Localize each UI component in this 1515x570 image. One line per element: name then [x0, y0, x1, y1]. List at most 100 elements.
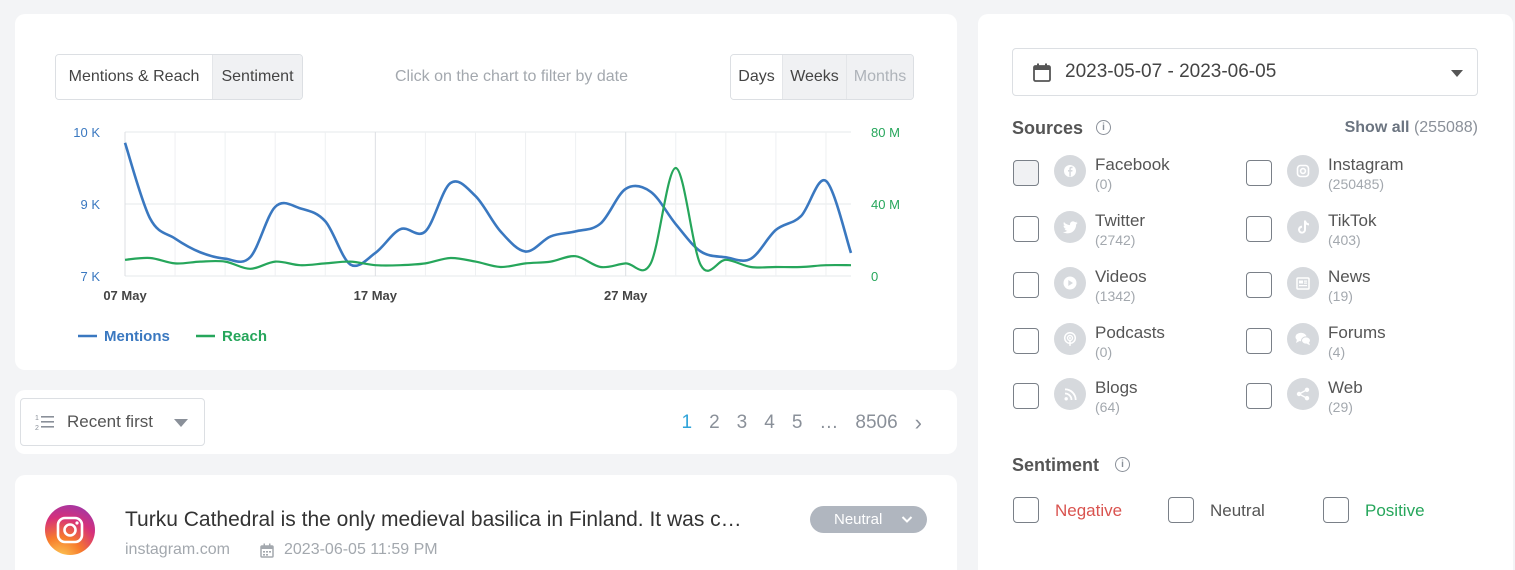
tab-months[interactable]: Months [846, 55, 913, 99]
sentiment-positive-label: Positive [1365, 501, 1425, 520]
legend-label-reach: Reach [222, 328, 267, 345]
mention-card: Turku Cathedral is the only medieval bas… [15, 475, 957, 570]
forums-checkbox[interactable] [1246, 328, 1272, 354]
y-left-tick-label: 9 K [80, 197, 100, 212]
source-web[interactable]: Web (29) [1246, 378, 1476, 424]
sentiment-neutral-label: Neutral [1210, 501, 1265, 520]
twitter-icon [1054, 211, 1086, 243]
source-name: Web [1328, 378, 1363, 397]
show-all-count: (255088) [1413, 119, 1478, 136]
sentiment-title: Sentiment [1012, 455, 1100, 475]
news-checkbox[interactable] [1246, 272, 1272, 298]
calendar-icon [1033, 63, 1051, 82]
web-checkbox[interactable] [1246, 383, 1272, 409]
videos-checkbox[interactable] [1013, 272, 1039, 298]
info-icon[interactable]: i [1115, 457, 1130, 472]
calendar-icon [260, 543, 274, 558]
share-icon [1287, 378, 1319, 410]
source-count: (4) [1328, 344, 1346, 360]
x-tick-label: 17 May [354, 288, 398, 303]
source-count: (0) [1095, 344, 1113, 360]
svg-text:1: 1 [35, 415, 39, 422]
x-tick-label: 07 May [103, 288, 147, 303]
tab-weeks[interactable]: Weeks [782, 55, 846, 99]
series-line-reach [124, 166, 852, 272]
source-tiktok[interactable]: TikTok (403) [1246, 211, 1476, 257]
facebook-icon [1054, 155, 1086, 187]
period-tabs: Days Weeks Months [730, 54, 914, 100]
filters-panel: 2023-05-07 - 2023-06-05 Sources i Show a… [978, 14, 1513, 570]
source-blogs[interactable]: Blogs (64) [1013, 378, 1243, 424]
podcasts-checkbox[interactable] [1013, 328, 1039, 354]
source-forums[interactable]: Forums (4) [1246, 323, 1476, 369]
y-left-tick-label: 7 K [80, 269, 100, 284]
source-count: (250485) [1328, 176, 1385, 192]
facebook-checkbox[interactable] [1013, 160, 1039, 186]
source-twitter[interactable]: Twitter (2742) [1013, 211, 1243, 257]
pagination: 1 2 3 4 5 … 8506 › [665, 410, 923, 436]
series-line-mentions [123, 142, 853, 268]
instagram-icon [1287, 155, 1319, 187]
next-page-icon[interactable]: › [914, 410, 922, 435]
tab-mentions-reach[interactable]: Mentions & Reach [56, 55, 212, 99]
source-count: (19) [1328, 288, 1353, 304]
source-name: Podcasts [1095, 323, 1165, 342]
sort-pagination-bar: 1 2 Recent first 1 2 3 4 5 … 8506 › [15, 390, 957, 454]
newspaper-icon [1287, 267, 1319, 299]
info-icon[interactable]: i [1096, 120, 1111, 135]
source-videos[interactable]: Videos (1342) [1013, 267, 1243, 313]
page-4[interactable]: 4 [764, 412, 775, 433]
twitter-checkbox[interactable] [1013, 216, 1039, 242]
source-name: Forums [1328, 323, 1386, 342]
source-name: Instagram [1328, 155, 1404, 174]
positive-checkbox[interactable] [1323, 497, 1349, 523]
mentions-reach-chart[interactable]: 10 K 9 K 7 K 80 M 40 M 0 07 May 17 May 27 May Men… [15, 14, 957, 370]
source-instagram[interactable]: Instagram (250485) [1246, 155, 1476, 201]
sentiment-dropdown[interactable]: Neutral [810, 506, 927, 533]
source-count: (403) [1328, 232, 1361, 248]
source-podcasts[interactable]: Podcasts (0) [1013, 323, 1243, 369]
instagram-logo-icon [45, 505, 95, 555]
date-range-value: 2023-05-07 - 2023-06-05 [1065, 61, 1277, 82]
tiktok-icon [1287, 211, 1319, 243]
sources-title: Sources [1012, 118, 1084, 138]
tab-sentiment[interactable]: Sentiment [212, 55, 302, 99]
negative-checkbox[interactable] [1013, 497, 1039, 523]
page-5[interactable]: 5 [791, 412, 803, 433]
mention-source[interactable]: instagram.com [125, 541, 230, 558]
source-count: (64) [1095, 399, 1120, 415]
sort-select[interactable]: 1 2 Recent first [20, 398, 205, 446]
source-name: TikTok [1328, 211, 1377, 230]
blogs-checkbox[interactable] [1013, 383, 1039, 409]
y-right-tick-label: 0 [871, 269, 878, 284]
show-all-link[interactable]: Show all (255088) [1345, 119, 1478, 137]
sort-list-icon: 1 2 [35, 415, 54, 431]
y-left-tick-label: 10 K [73, 125, 100, 140]
sort-label: Recent first [67, 412, 153, 431]
date-range-picker[interactable]: 2023-05-07 - 2023-06-05 [1012, 48, 1478, 96]
svg-text:2: 2 [35, 425, 39, 431]
neutral-checkbox[interactable] [1168, 497, 1194, 523]
chart-type-tabs: Mentions & Reach Sentiment [55, 54, 303, 100]
sentiment-negative-label: Negative [1055, 501, 1123, 520]
source-name: Blogs [1095, 378, 1138, 397]
page-last[interactable]: 8506 [855, 412, 898, 433]
tab-days[interactable]: Days [731, 55, 782, 99]
page-2[interactable]: 2 [709, 412, 720, 433]
source-count: (2742) [1095, 232, 1136, 248]
tiktok-checkbox[interactable] [1246, 216, 1272, 242]
source-count: (0) [1095, 176, 1113, 192]
y-right-tick-label: 80 M [871, 125, 900, 140]
chevron-down-icon [901, 516, 913, 523]
mention-title[interactable]: Turku Cathedral is the only medieval bas… [125, 508, 742, 531]
source-news[interactable]: News (19) [1246, 267, 1476, 313]
mentions-chart-card: 10 K 9 K 7 K 80 M 40 M 0 07 May 17 May 27 May Men… [15, 14, 957, 370]
instagram-checkbox[interactable] [1246, 160, 1272, 186]
source-count: (1342) [1095, 288, 1136, 304]
podcast-icon [1054, 323, 1086, 355]
page-3[interactable]: 3 [736, 412, 748, 433]
source-facebook[interactable]: Facebook (0) [1013, 155, 1243, 201]
rss-icon [1054, 378, 1086, 410]
page-1[interactable]: 1 [681, 412, 693, 433]
page-ellipsis: … [819, 412, 839, 433]
